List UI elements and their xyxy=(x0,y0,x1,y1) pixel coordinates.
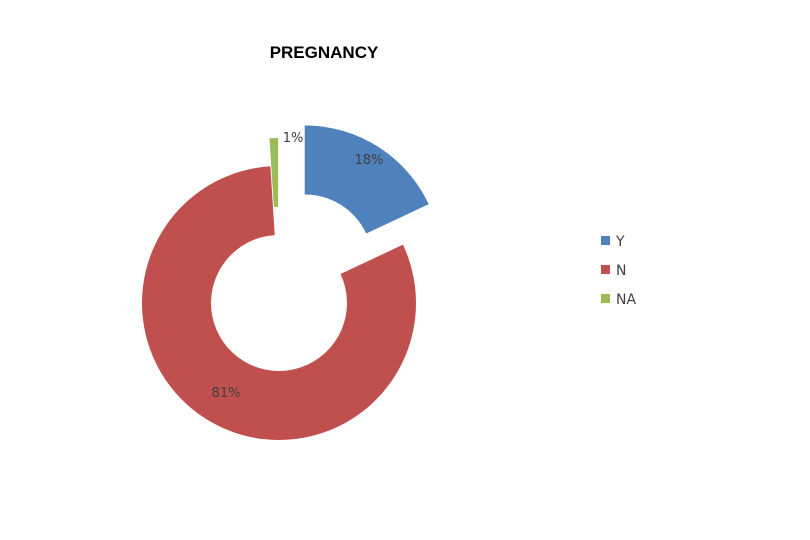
chart-title: PREGNANCY xyxy=(270,43,379,62)
doughnut-slices xyxy=(141,125,429,441)
legend-label-na: NA xyxy=(616,292,636,308)
data-label-na: 1% xyxy=(283,131,304,146)
legend-swatch-na xyxy=(601,294,610,303)
legend: YN NA xyxy=(601,234,636,308)
legend-label-n: N xyxy=(616,263,626,279)
legend-swatch-y xyxy=(601,236,610,245)
data-label-y: 18% xyxy=(355,153,384,168)
slice-y xyxy=(304,125,429,234)
legend-label-y: Y xyxy=(615,234,625,250)
legend-swatch-n xyxy=(601,265,610,274)
data-labels: 18% 81% 1% xyxy=(212,131,384,401)
slice-n xyxy=(141,166,416,441)
slice-na xyxy=(269,138,279,208)
data-label-n: 81% xyxy=(212,386,241,401)
